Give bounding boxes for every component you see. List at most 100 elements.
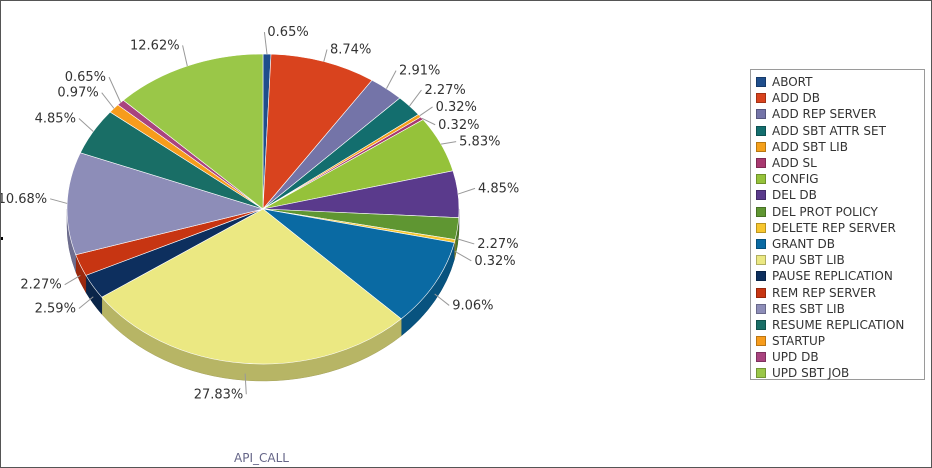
legend-item: ADD DB (751, 90, 924, 106)
pie-side-walls (66, 208, 460, 382)
legend-item: ADD SL (751, 155, 924, 171)
legend-label: RES SBT LIB (772, 301, 845, 316)
legend-swatch (756, 238, 766, 249)
legend-label: ADD SBT LIB (772, 139, 848, 154)
legend-item: DEL DB (751, 187, 924, 203)
leader-line (78, 118, 94, 132)
data-label: 2.27% (424, 83, 465, 98)
legend-label: PAUSE REPLICATION (772, 269, 893, 284)
data-label: 2.27% (20, 278, 61, 293)
data-label: 0.97% (57, 86, 98, 101)
leader-line (454, 250, 472, 262)
legend-swatch (756, 77, 766, 88)
leader-line (457, 238, 475, 245)
leader-line (50, 198, 68, 204)
legend-swatch (756, 158, 766, 169)
data-label: 12.62% (130, 38, 180, 53)
legend-label: UPD DB (772, 350, 819, 365)
leader-line (244, 373, 247, 395)
pie-labels: 0.65% 8.74% 2.91% 2.27% 0.32% 0.32% 5.83% 4.85%… (1, 25, 519, 402)
legend-item: UPD SBT JOB (751, 365, 924, 381)
legend-label: ADD DB (772, 91, 820, 106)
legend-swatch (756, 368, 766, 379)
legend-swatch (756, 287, 766, 298)
legend-item: RESUME REPLICATION (751, 317, 924, 333)
legend-item: GRANT DB (751, 236, 924, 252)
legend-item: STARTUP (751, 333, 924, 349)
leader-line (263, 31, 268, 55)
legend-item: REM REP SERVER (751, 284, 924, 300)
legend-label: ABORT (772, 75, 813, 90)
legend-label: UPD SBT JOB (772, 366, 850, 381)
legend-item: RES SBT LIB (751, 301, 924, 317)
pie-slice-pau-sbt-lib (101, 208, 402, 365)
legend-item: DELETE REP SERVER (751, 220, 924, 236)
legend: ABORT ADD DB ADD REP SERVER ADD SBT ATTR SE… (750, 69, 925, 380)
leader-line (434, 293, 450, 306)
leader-line (421, 117, 436, 126)
legend-label: DEL DB (772, 188, 817, 203)
leader-line (457, 187, 476, 195)
data-label: 0.32% (438, 118, 479, 133)
edge-tick (1, 237, 3, 240)
legend-swatch (756, 190, 766, 201)
legend-label: ADD REP SERVER (772, 107, 877, 122)
pie-slice-res-sbt-lib (66, 152, 265, 256)
pie-slices (66, 53, 460, 365)
legend-label: GRANT DB (772, 236, 835, 251)
legend-label: REM REP SERVER (772, 285, 877, 300)
data-label: 0.32% (436, 100, 477, 115)
legend-swatch (756, 125, 766, 136)
legend-swatch (756, 93, 766, 104)
data-label: 2.91% (399, 64, 440, 79)
leader-line (182, 45, 188, 67)
legend-label: STARTUP (772, 334, 826, 349)
legend-swatch (756, 319, 766, 330)
data-label: 0.65% (65, 70, 106, 85)
leader-line (108, 76, 122, 103)
legend-swatch (756, 141, 766, 152)
legend-item: ADD SBT ATTR SET (751, 123, 924, 139)
pie-slice-grant-db (262, 208, 455, 320)
legend-swatch (756, 206, 766, 217)
legend-swatch (756, 174, 766, 185)
legend-swatch (756, 352, 766, 363)
data-label: 4.85% (35, 111, 76, 126)
data-label: 8.74% (330, 43, 371, 58)
leader-line (386, 70, 397, 89)
legend-label: CONFIG (772, 172, 819, 187)
data-label: 9.06% (452, 298, 493, 313)
data-label: 0.32% (474, 254, 515, 269)
leader-line (64, 274, 81, 286)
data-label: 2.27% (477, 237, 518, 252)
legend-swatch (756, 271, 766, 282)
data-label: 0.65% (267, 25, 308, 40)
data-label: 2.59% (35, 302, 76, 317)
legend-swatch (756, 336, 766, 347)
legend-label: DEL PROT POLICY (772, 204, 878, 219)
legend-item: PAUSE REPLICATION (751, 268, 924, 284)
legend-item: DEL PROT POLICY (751, 204, 924, 220)
data-label: 10.68% (1, 192, 47, 207)
leader-line (409, 89, 422, 107)
legend-label: RESUME REPLICATION (772, 317, 905, 332)
legend-item: UPD DB (751, 349, 924, 365)
legend-item: CONFIG (751, 171, 924, 187)
x-axis-label: API_CALL (234, 451, 289, 465)
pie-slice-add-db (262, 53, 373, 210)
legend-swatch (756, 303, 766, 314)
legend-item: ABORT (751, 74, 924, 90)
leader-line (323, 49, 328, 62)
legend-swatch (756, 255, 766, 266)
legend-item: ADD SBT LIB (751, 139, 924, 155)
legend-item: ADD REP SERVER (751, 106, 924, 122)
leader-line (419, 106, 433, 117)
data-label: 4.85% (478, 181, 519, 196)
legend-swatch (756, 222, 766, 233)
leader-line (440, 141, 457, 145)
leader-line (101, 92, 115, 109)
legend-label: DELETE REP SERVER (772, 220, 896, 235)
leader-line (78, 296, 94, 309)
